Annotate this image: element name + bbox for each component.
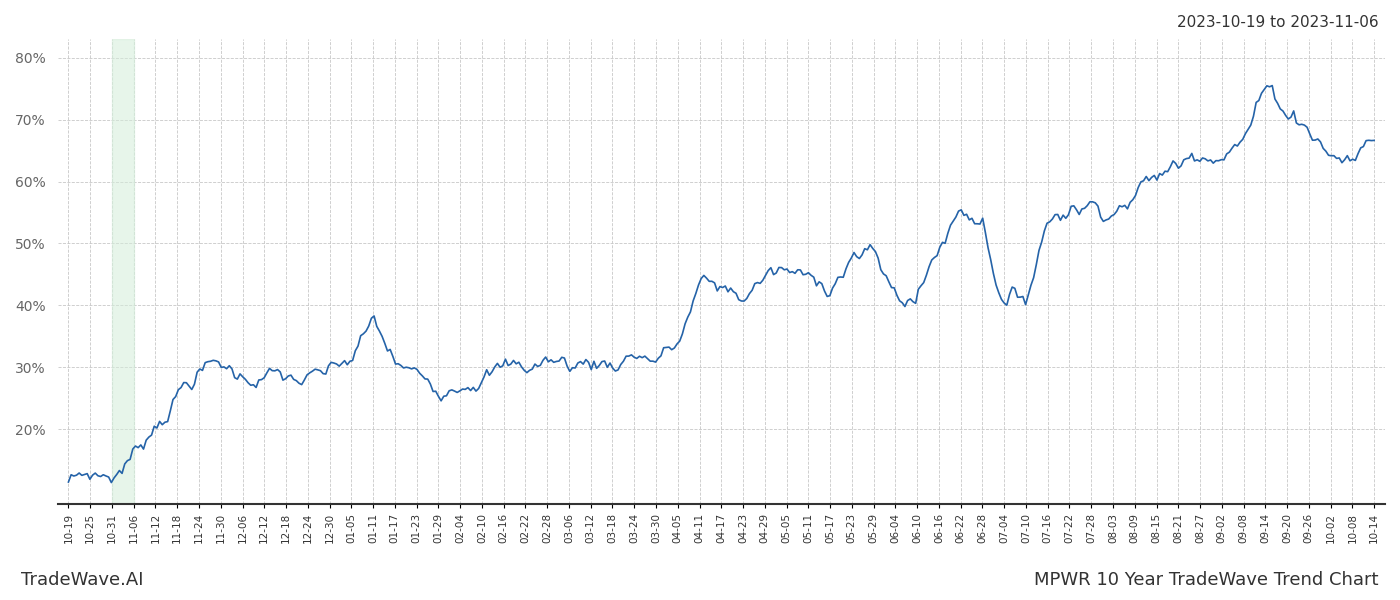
Text: 2023-10-19 to 2023-11-06: 2023-10-19 to 2023-11-06: [1177, 15, 1379, 30]
Text: TradeWave.AI: TradeWave.AI: [21, 571, 143, 589]
Bar: [112, 39, 134, 504]
Text: MPWR 10 Year TradeWave Trend Chart: MPWR 10 Year TradeWave Trend Chart: [1035, 571, 1379, 589]
